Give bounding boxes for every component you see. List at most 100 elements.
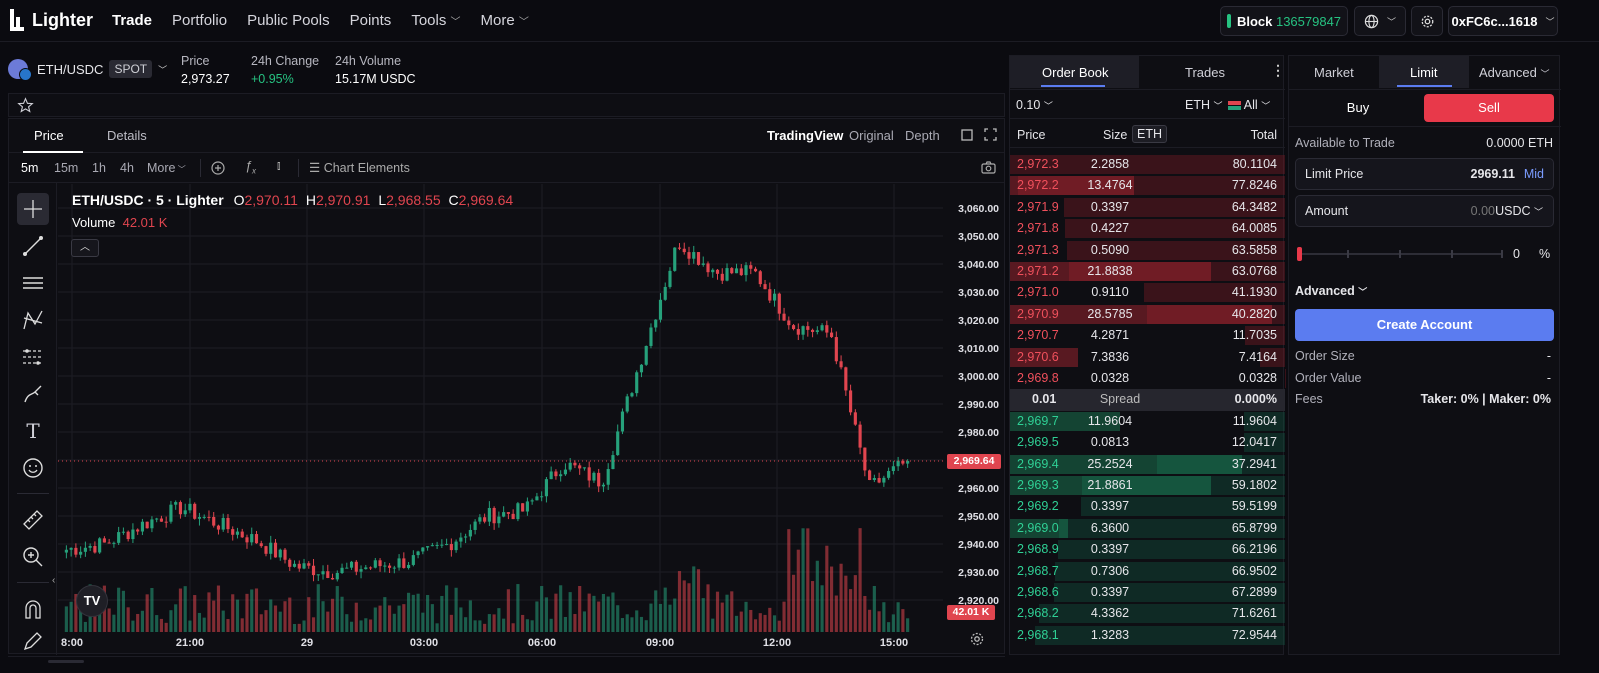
add-indicator-icon[interactable]: [211, 161, 225, 175]
ohlc-high: 2,970.91: [315, 192, 371, 208]
nav-trade[interactable]: Trade: [112, 12, 153, 29]
bid-row[interactable]: 2,969.0 6.3600 65.8799: [1010, 518, 1285, 539]
amount-unit-select[interactable]: USDC ﹀: [1495, 204, 1543, 218]
horizontal-lines-tool[interactable]: [17, 267, 49, 299]
view-depth[interactable]: Depth: [905, 128, 940, 143]
price-chart[interactable]: 3,060.00 3,050.00 3,040.00 3,030.00 3,020.00…: [58, 184, 1004, 652]
nav-tools[interactable]: Tools ﹀: [411, 12, 461, 29]
bid-row[interactable]: 2,969.5 0.0813 12.0417: [1010, 432, 1285, 453]
bid-row[interactable]: 2,968.1 1.3283 72.9544: [1010, 625, 1285, 646]
camera-icon[interactable]: [981, 161, 996, 174]
tab-limit[interactable]: Limit: [1379, 56, 1469, 88]
brand-logo[interactable]: Lighter: [10, 9, 93, 31]
fib-tool[interactable]: [17, 341, 49, 373]
ask-row[interactable]: 2,971.2 21.8838 63.0768: [1010, 261, 1285, 282]
tab-market[interactable]: Market: [1314, 65, 1354, 80]
wallet-button[interactable]: 0xFC6c...1618 ﹀: [1448, 6, 1558, 36]
tab-details[interactable]: Details: [107, 128, 147, 143]
language-button[interactable]: ﹀: [1354, 6, 1406, 36]
view-tradingview[interactable]: TradingView: [767, 128, 844, 143]
candle-body: [88, 546, 92, 548]
nav-portfolio[interactable]: Portfolio: [172, 12, 228, 29]
pair-selector[interactable]: ETH/USDC SPOT ﹀: [8, 59, 167, 81]
size-unit-toggle[interactable]: ETH: [1132, 125, 1167, 143]
volume-bar: [226, 619, 230, 632]
bid-row[interactable]: 2,968.6 0.3397 67.2899: [1010, 582, 1285, 603]
settings-gear-icon[interactable]: [969, 631, 985, 647]
volume-bar: [435, 623, 439, 632]
magnet-tool[interactable]: [17, 593, 49, 625]
book-filter-select[interactable]: All ﹀: [1228, 98, 1270, 112]
mid-button[interactable]: Mid: [1523, 167, 1544, 181]
crosshair-tool[interactable]: [17, 193, 49, 225]
bid-row[interactable]: 2,968.7 0.7306 66.9502: [1010, 561, 1285, 582]
trendline-tool[interactable]: [17, 230, 49, 262]
ask-row[interactable]: 2,971.8 0.4227 64.0085: [1010, 218, 1285, 239]
bid-row[interactable]: 2,969.3 21.8861 59.1802: [1010, 475, 1285, 496]
fullscreen-icon[interactable]: [984, 128, 997, 141]
ask-row[interactable]: 2,971.3 0.5090 63.5858: [1010, 240, 1285, 261]
ask-row[interactable]: 2,971.0 0.9110 41.1930: [1010, 282, 1285, 303]
ask-row[interactable]: 2,972.3 2.2858 80.1104: [1010, 154, 1285, 175]
brush-tool[interactable]: [17, 378, 49, 410]
candle-body: [896, 460, 900, 467]
text-tool[interactable]: T: [17, 415, 49, 447]
tab-advanced[interactable]: Advanced ﹀: [1479, 65, 1550, 80]
tab-order-book[interactable]: Order Book: [1010, 56, 1139, 88]
amount-field[interactable]: Amount 0.00 USDC ﹀: [1295, 195, 1554, 227]
advanced-toggle[interactable]: Advanced ﹀: [1295, 284, 1368, 298]
candle-body: [330, 577, 335, 580]
compare-icon[interactable]: ⫾: [277, 160, 281, 172]
resize-handle[interactable]: [48, 660, 84, 663]
buy-button[interactable]: Buy: [1346, 100, 1370, 115]
interval-4h[interactable]: 4h: [120, 161, 134, 175]
ruler-tool[interactable]: [17, 504, 49, 536]
ask-row[interactable]: 2,971.9 0.3397 64.3482: [1010, 197, 1285, 218]
volume-bar: [825, 545, 829, 632]
star-icon[interactable]: [17, 97, 34, 114]
tradingview-logo-icon[interactable]: TV: [76, 585, 108, 617]
maximize-icon[interactable]: [961, 129, 973, 141]
create-account-button[interactable]: Create Account: [1295, 309, 1554, 341]
sell-button[interactable]: Sell: [1424, 94, 1554, 122]
volume-bar: [212, 600, 216, 632]
bid-row[interactable]: 2,968.9 0.3397 66.2196: [1010, 539, 1285, 560]
ask-row[interactable]: 2,972.2 13.4764 77.8246: [1010, 175, 1285, 196]
interval-1h[interactable]: 1h: [92, 161, 106, 175]
nav-points[interactable]: Points: [349, 12, 392, 29]
interval-15m[interactable]: 15m: [54, 161, 79, 175]
ask-row[interactable]: 2,970.7 4.2871 11.7035: [1010, 325, 1285, 346]
tab-trades[interactable]: Trades: [1185, 65, 1225, 80]
block-indicator[interactable]: Block 136579847: [1220, 6, 1348, 36]
interval-5m[interactable]: 5m: [21, 161, 39, 175]
collapse-legend-button[interactable]: ︿: [71, 239, 99, 257]
ask-price: 2,971.8: [1017, 221, 1059, 236]
view-original[interactable]: Original: [849, 128, 894, 143]
ask-row[interactable]: 2,970.9 28.5785 40.2820: [1010, 304, 1285, 325]
ask-row[interactable]: 2,970.6 7.3836 7.4164: [1010, 347, 1285, 368]
tick-size-select[interactable]: 0.10 ﹀: [1016, 98, 1053, 112]
settings-button[interactable]: [1411, 6, 1443, 36]
pattern-tool[interactable]: [17, 304, 49, 336]
emoji-tool[interactable]: [17, 452, 49, 484]
bid-row[interactable]: 2,969.7 11.9604 11.9604: [1010, 411, 1285, 432]
zoom-tool[interactable]: [17, 541, 49, 573]
interval-more[interactable]: More ﹀: [147, 161, 186, 175]
limit-price-field[interactable]: Limit Price 2969.11 Mid: [1295, 158, 1554, 190]
function-icon[interactable]: ƒx: [245, 159, 256, 176]
bid-row[interactable]: 2,969.2 0.3397 59.5199: [1010, 496, 1285, 517]
chart-elements-button[interactable]: ☰ Chart Elements: [309, 161, 410, 175]
nav-more[interactable]: More ﹀: [480, 12, 529, 29]
tab-price[interactable]: Price: [34, 128, 64, 143]
amount-slider[interactable]: [1297, 247, 1503, 261]
lock-drawing-tool[interactable]: [17, 629, 49, 653]
bid-row[interactable]: 2,968.2 4.3362 71.6261: [1010, 603, 1285, 624]
bid-row[interactable]: 2,969.4 25.2524 37.2941: [1010, 454, 1285, 475]
unit-select[interactable]: ETH ﹀: [1185, 98, 1223, 112]
slider-percent-value[interactable]: 0: [1513, 247, 1520, 261]
ask-row[interactable]: 2,969.8 0.0328 0.0328: [1010, 368, 1285, 389]
ask-depth-bar: [1017, 176, 1285, 196]
nav-public-pools[interactable]: Public Pools: [247, 12, 330, 29]
more-vertical-icon[interactable]: ⋮: [1271, 62, 1285, 78]
collapse-toolbar-icon[interactable]: ‹: [52, 575, 56, 586]
